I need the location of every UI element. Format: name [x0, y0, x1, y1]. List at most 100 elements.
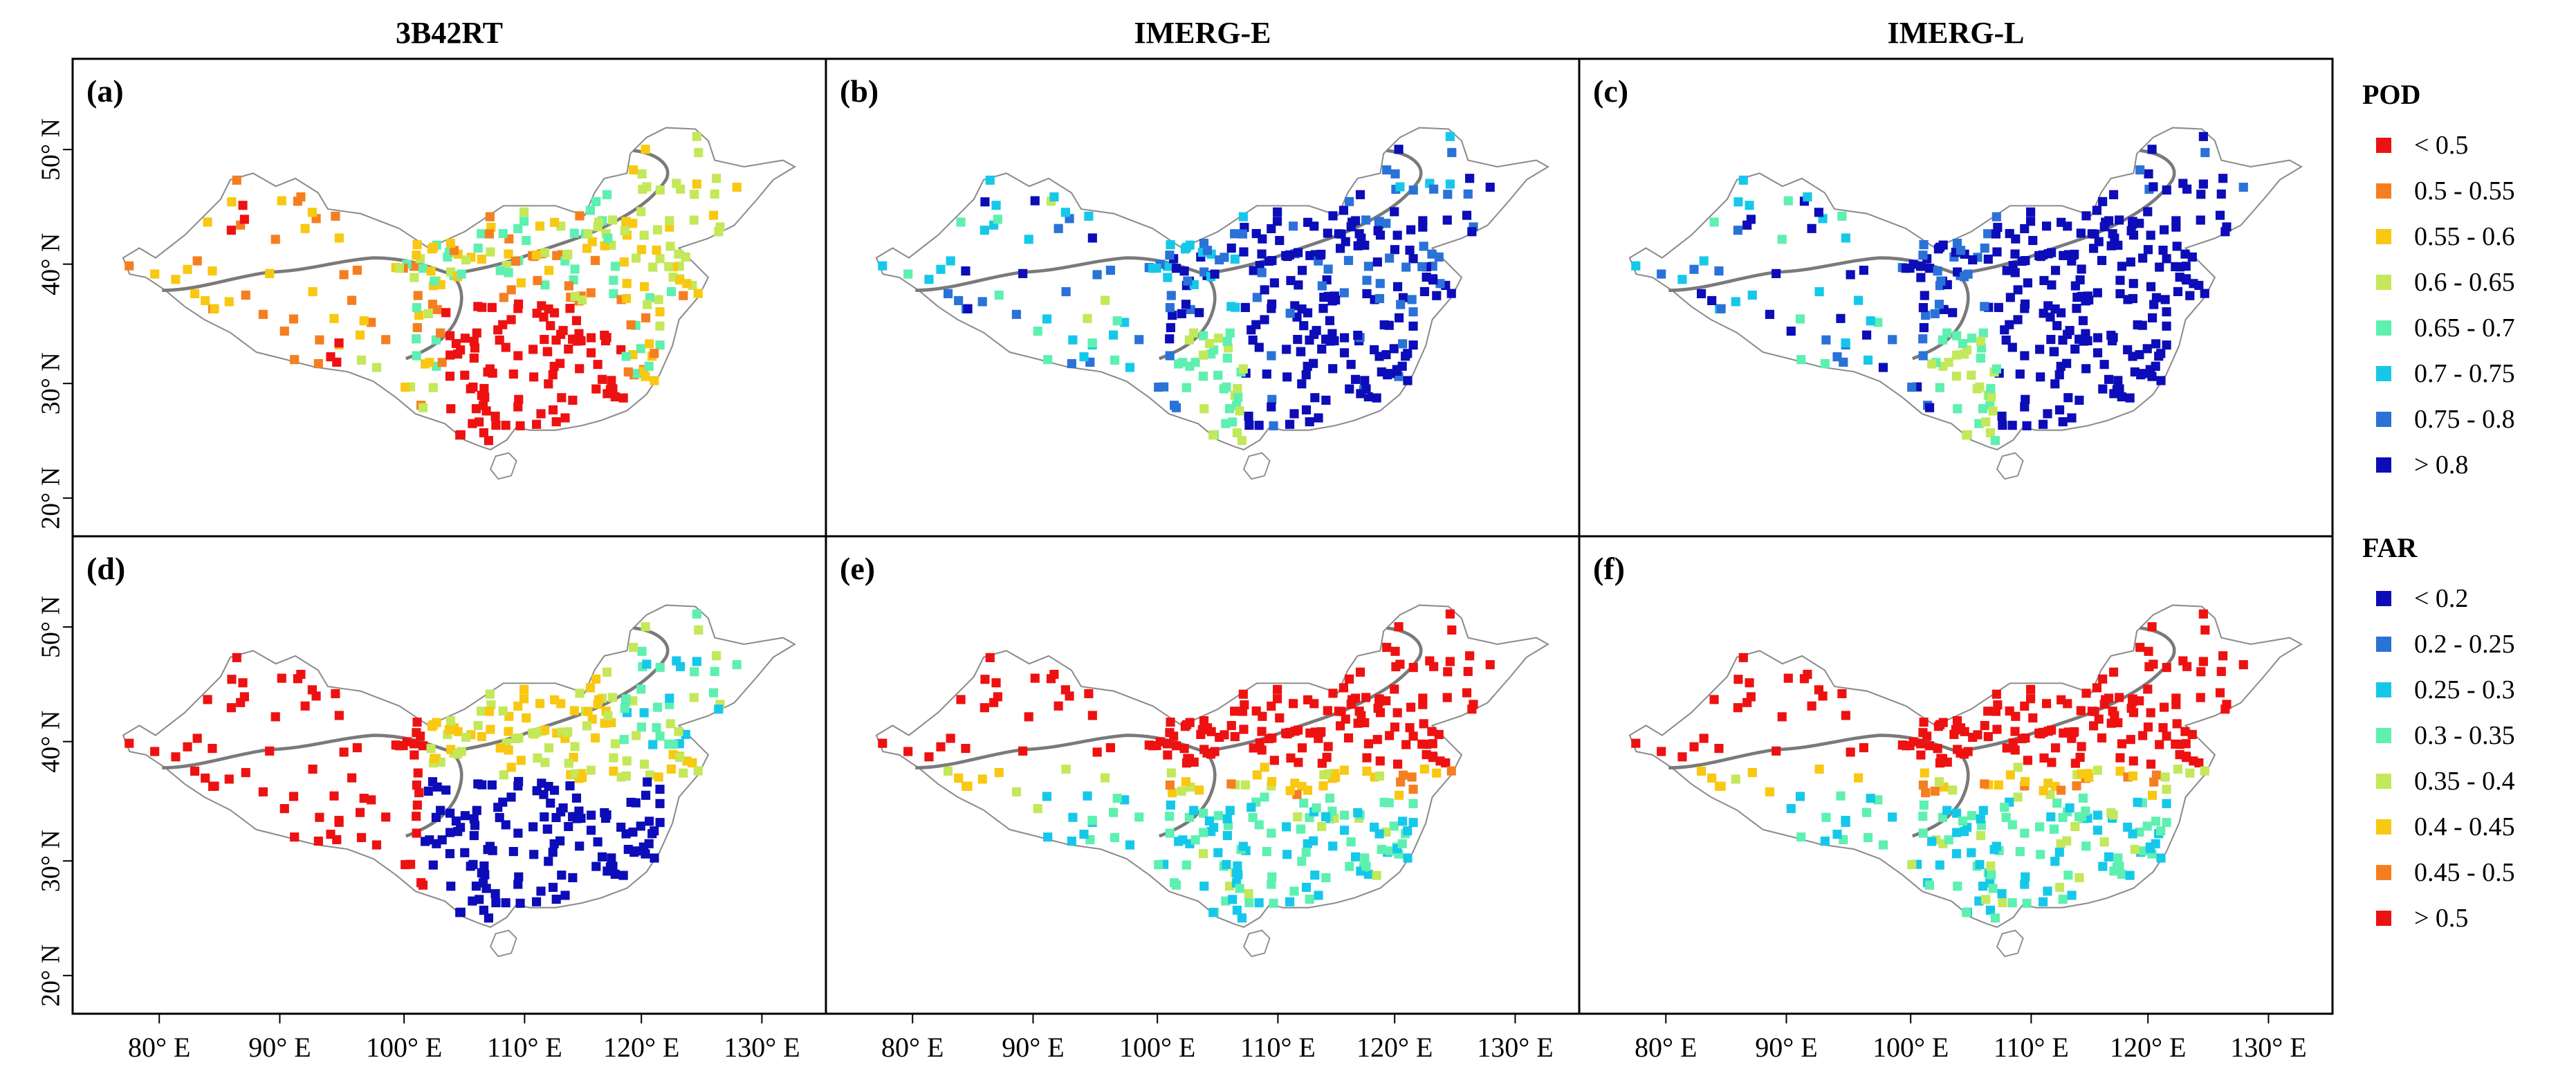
station-marker	[600, 330, 609, 340]
china-map	[875, 604, 1549, 958]
station-marker	[1171, 880, 1181, 890]
station-marker	[2097, 255, 2107, 265]
station-marker	[2074, 873, 2084, 882]
station-marker	[544, 266, 554, 275]
station-marker	[655, 818, 665, 828]
station-marker	[1353, 808, 1363, 818]
station-marker	[1983, 229, 1993, 239]
station-marker	[1733, 226, 1742, 235]
station-marker	[655, 185, 665, 195]
station-marker	[2081, 211, 2091, 221]
station-marker	[1988, 406, 1998, 416]
station-marker	[232, 653, 241, 662]
station-marker	[2047, 725, 2057, 735]
station-marker	[1290, 301, 1300, 311]
station-marker	[445, 372, 455, 381]
station-marker	[2001, 335, 2011, 345]
station-marker	[226, 703, 236, 713]
station-marker	[2115, 693, 2124, 702]
station-marker	[2156, 376, 2166, 385]
station-marker	[2113, 376, 2123, 385]
station-marker	[265, 268, 275, 278]
station-marker	[2099, 837, 2109, 847]
station-marker	[495, 335, 504, 345]
station-marker	[619, 735, 629, 745]
station-marker	[1033, 803, 1042, 814]
station-marker	[290, 355, 300, 365]
station-marker	[300, 701, 310, 711]
station-marker	[609, 289, 618, 299]
station-marker	[468, 382, 478, 392]
station-marker	[655, 340, 665, 350]
station-marker	[1162, 739, 1172, 749]
station-marker	[1338, 206, 1349, 215]
station-marker	[2180, 249, 2190, 259]
station-marker	[1821, 335, 1831, 345]
station-marker	[1407, 295, 1417, 304]
station-marker	[1394, 313, 1404, 322]
station-marker	[2146, 708, 2155, 718]
station-marker	[1986, 383, 1996, 394]
legend-swatch	[2376, 682, 2391, 698]
station-marker	[1168, 311, 1177, 320]
station-marker	[1933, 266, 1942, 276]
station-marker	[2189, 279, 2198, 289]
station-marker	[1429, 662, 1439, 671]
station-marker	[540, 812, 549, 822]
station-marker	[2076, 228, 2086, 238]
station-marker	[307, 685, 317, 695]
station-marker	[2104, 852, 2114, 861]
station-marker	[436, 805, 445, 815]
station-marker	[637, 169, 647, 179]
station-marker	[1362, 275, 1372, 285]
station-marker	[409, 262, 419, 271]
station-marker	[1195, 785, 1204, 795]
station-marker	[2115, 766, 2125, 776]
station-marker	[1390, 722, 1400, 732]
station-marker	[485, 212, 495, 221]
station-marker	[1861, 330, 1872, 340]
station-marker	[1657, 269, 1666, 279]
legend-swatch	[2376, 457, 2391, 473]
station-marker	[1171, 403, 1181, 412]
station-marker	[1299, 799, 1309, 808]
station-marker	[1184, 812, 1194, 822]
station-marker	[1360, 853, 1370, 863]
station-marker	[2022, 421, 2032, 430]
station-marker	[1235, 406, 1244, 416]
station-marker	[1362, 753, 1372, 763]
station-marker	[1183, 276, 1193, 286]
station-marker	[689, 215, 699, 225]
station-marker	[2200, 147, 2210, 158]
station-marker	[1166, 240, 1175, 250]
station-marker	[1225, 805, 1235, 815]
station-marker	[650, 853, 659, 863]
station-marker	[1445, 179, 1455, 189]
station-marker	[2173, 286, 2183, 296]
station-marker	[1445, 657, 1455, 666]
station-marker	[2218, 174, 2228, 183]
station-marker	[359, 794, 369, 803]
station-marker	[493, 803, 503, 812]
station-marker	[2098, 861, 2108, 871]
station-marker	[1363, 392, 1373, 402]
station-marker	[653, 225, 663, 235]
station-marker	[587, 333, 596, 343]
station-marker	[654, 772, 663, 782]
station-marker	[2126, 703, 2136, 713]
panel-label: (a)	[86, 73, 124, 109]
station-marker	[1432, 291, 1442, 300]
station-marker	[1832, 352, 1842, 362]
station-marker	[1166, 291, 1176, 300]
station-marker	[1244, 420, 1254, 430]
station-marker	[681, 252, 690, 262]
station-marker	[532, 786, 542, 796]
panel-a: (a)50° N40° N30° N20° N	[37, 57, 827, 538]
station-marker	[1385, 253, 1395, 263]
station-marker	[535, 699, 545, 709]
station-marker	[2125, 393, 2135, 403]
station-marker	[1269, 278, 1279, 288]
station-marker	[1024, 235, 1033, 244]
station-marker	[437, 835, 447, 845]
station-marker	[1863, 355, 1873, 365]
